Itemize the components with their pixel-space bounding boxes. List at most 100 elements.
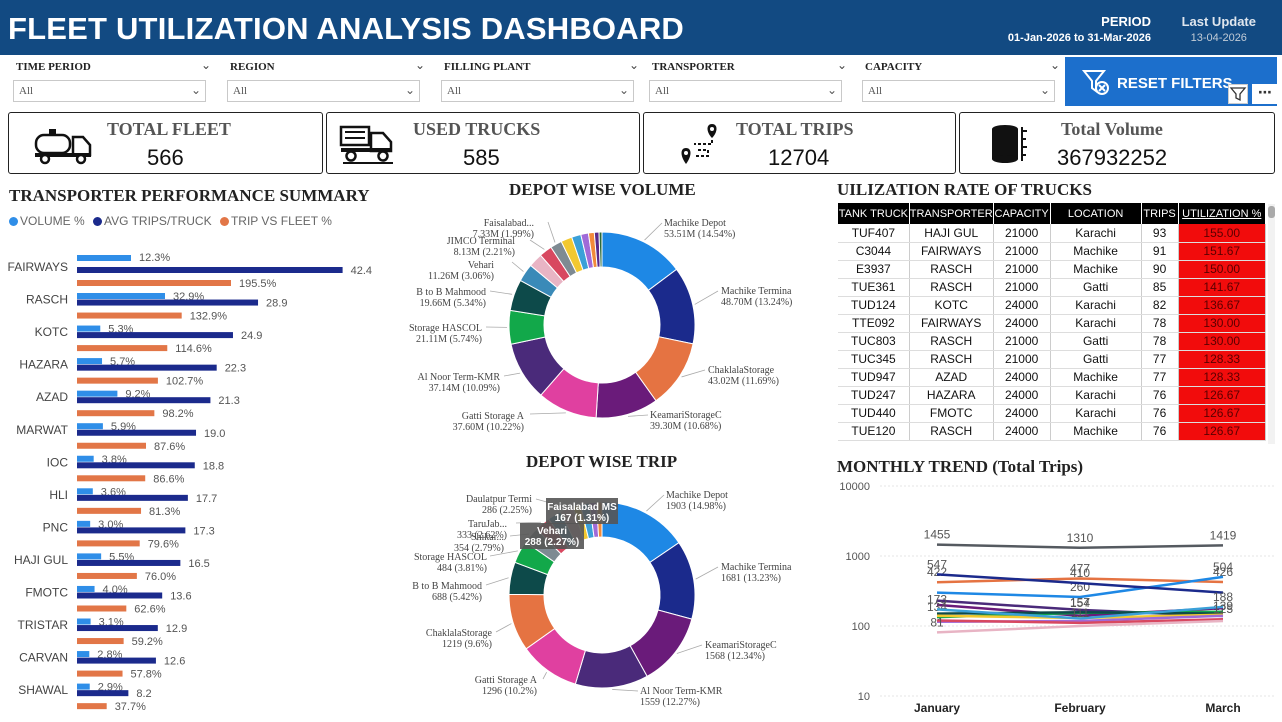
- table-cell: 85: [1141, 278, 1179, 297]
- kpi-value: 367932252: [1057, 145, 1168, 170]
- point-label: 426: [1213, 565, 1233, 579]
- column-header[interactable]: TRANSPORTER: [909, 203, 994, 224]
- slice-value: 688 (5.42%): [432, 592, 482, 603]
- table-row[interactable]: TUD124 KOTC 24000 Karachi 82 136.67: [838, 296, 1267, 315]
- bar-label: 76.0%: [145, 571, 176, 583]
- table-cell: 128.33: [1178, 350, 1267, 369]
- table-cell: 77: [1141, 350, 1179, 369]
- slice-label: Machike Termina: [721, 286, 792, 297]
- capacity-select[interactable]: All ⌄: [862, 80, 1055, 102]
- table-row[interactable]: E3937 RASCH 21000 Machike 90 150.00: [838, 260, 1267, 279]
- slice-value: 39.30M (10.68%): [650, 421, 721, 432]
- column-header[interactable]: UTILIZATION %: [1178, 203, 1267, 224]
- scrollbar-thumb[interactable]: [1268, 206, 1275, 218]
- slice-label: Gatti Storage A: [475, 675, 538, 686]
- point-label: 504: [1213, 560, 1233, 574]
- table-cell: HAJI GUL: [909, 224, 994, 243]
- table-cell: 91: [1141, 242, 1179, 261]
- table-row[interactable]: TUD247 HAZARA 24000 Karachi 76 126.67: [838, 386, 1267, 405]
- slice-label: KeamariStorageC: [705, 640, 777, 651]
- trend-line: [936, 617, 1224, 625]
- column-header[interactable]: TANK TRUCK: [838, 203, 910, 224]
- table-row[interactable]: TUC803 RASCH 21000 Gatti 78 130.00: [838, 332, 1267, 351]
- chevron-down-icon[interactable]: ⌄: [836, 58, 847, 72]
- table-row[interactable]: TUE120 RASCH 24000 Machike 76 126.67: [838, 422, 1267, 441]
- more-options-icon[interactable]: ⋯: [1252, 84, 1278, 104]
- slice-label: Vehari: [468, 260, 494, 271]
- leader-line: [542, 672, 547, 680]
- column-header[interactable]: TRIPS: [1141, 203, 1179, 224]
- leader-line: [627, 414, 649, 417]
- bar-label: 98.2%: [162, 408, 193, 420]
- table-cell: Karachi: [1050, 224, 1142, 243]
- leader-line: [485, 577, 509, 586]
- barrel-icon: [992, 125, 1027, 163]
- bar-avg-trips: [77, 592, 163, 599]
- table-cell: TUF407: [838, 224, 910, 243]
- bar-volume: [77, 553, 102, 560]
- depot-volume-title: DEPOT WISE VOLUME: [509, 180, 696, 199]
- table-cell: TUC345: [838, 350, 910, 369]
- slice-value: 43.02M (11.69%): [708, 376, 779, 387]
- table-row[interactable]: TUE361 RASCH 21000 Gatti 85 141.67: [838, 278, 1267, 297]
- legend-item[interactable]: AVG TRIPS/TRUCK: [93, 214, 212, 228]
- category-label: SHAWAL: [18, 683, 68, 697]
- table-cell: Karachi: [1050, 296, 1142, 315]
- slice-label: KeamariStorageC: [650, 410, 722, 421]
- legend-dot-icon: [93, 217, 103, 226]
- slice-value: 333 (2.62%): [457, 530, 507, 541]
- y-tick-label: 10: [858, 691, 870, 703]
- bar-avg-trips: [77, 494, 188, 501]
- table-cell: 24000: [993, 404, 1051, 423]
- bar-trip-vs-fleet: [77, 377, 158, 384]
- transporter-select[interactable]: All ⌄: [649, 80, 842, 102]
- table-row[interactable]: TUC345 RASCH 21000 Gatti 77 128.33: [838, 350, 1267, 369]
- table-row[interactable]: TUD440 FMOTC 24000 Karachi 76 126.67: [838, 404, 1267, 423]
- column-header[interactable]: LOCATION: [1050, 203, 1142, 224]
- time-period-select[interactable]: All ⌄: [13, 80, 206, 102]
- bar-avg-trips: [77, 267, 343, 273]
- filling-plant-select[interactable]: All ⌄: [441, 80, 634, 102]
- category-label: RASCH: [26, 293, 68, 307]
- bar-label: 28.9: [266, 298, 287, 310]
- bar-trip-vs-fleet: [77, 345, 168, 352]
- slice-label: TaruJab...: [468, 519, 507, 530]
- legend-item[interactable]: TRIP VS FLEET %: [219, 214, 332, 228]
- chevron-down-icon[interactable]: ⌄: [1049, 58, 1060, 72]
- table-cell: RASCH: [909, 350, 994, 369]
- table-cell: 82: [1141, 296, 1179, 315]
- table-row[interactable]: TUD947 AZAD 24000 Machike 77 128.33: [838, 368, 1267, 387]
- chevron-down-icon[interactable]: ⌄: [628, 58, 639, 72]
- trend-line: [936, 577, 1224, 584]
- kpi-label: Total Volume: [1061, 119, 1163, 139]
- slice-label: Machike Depot: [664, 218, 726, 229]
- table-row[interactable]: TUF407 HAJI GUL 21000 Karachi 93 155.00: [838, 224, 1267, 243]
- table-row[interactable]: TTE092 FAIRWAYS 24000 Karachi 78 130.00: [838, 314, 1267, 333]
- table-cell: RASCH: [909, 422, 994, 441]
- bar-label: 102.7%: [166, 376, 204, 388]
- column-header[interactable]: CAPACITY: [993, 203, 1051, 224]
- chevron-down-icon[interactable]: ⌄: [200, 58, 211, 72]
- bar-label: 12.9: [166, 623, 187, 635]
- table-row[interactable]: C3044 FAIRWAYS 21000 Machike 91 151.67: [838, 242, 1267, 261]
- chevron-down-icon[interactable]: ⌄: [414, 58, 425, 72]
- filter-label: FILLING PLANT: [444, 61, 531, 73]
- table-scrollbar[interactable]: [1268, 204, 1275, 444]
- filter-label: TRANSPORTER: [652, 61, 735, 73]
- period-value: 01-Jan-2026 to 31-Mar-2026: [1007, 32, 1151, 44]
- table-cell: 90: [1141, 260, 1179, 279]
- region-select[interactable]: All ⌄: [227, 80, 420, 102]
- slice-value: 53.51M (14.54%): [664, 229, 735, 240]
- filter-icon[interactable]: [1228, 84, 1248, 104]
- legend-item[interactable]: VOLUME %: [9, 214, 85, 228]
- filter-transporter: TRANSPORTER ⌄ All ⌄: [649, 55, 849, 107]
- category-label: MARWAT: [16, 423, 68, 437]
- bar-volume: [77, 293, 165, 299]
- table-cell: 126.67: [1178, 404, 1267, 423]
- slice-value: 354 (2.79%): [454, 543, 504, 554]
- bar-avg-trips: [77, 397, 211, 404]
- bar-volume: [77, 520, 91, 527]
- bar-avg-trips: [77, 332, 233, 339]
- bar-label: 24.9: [241, 330, 262, 342]
- slice-label: Gatti Storage A: [462, 411, 525, 422]
